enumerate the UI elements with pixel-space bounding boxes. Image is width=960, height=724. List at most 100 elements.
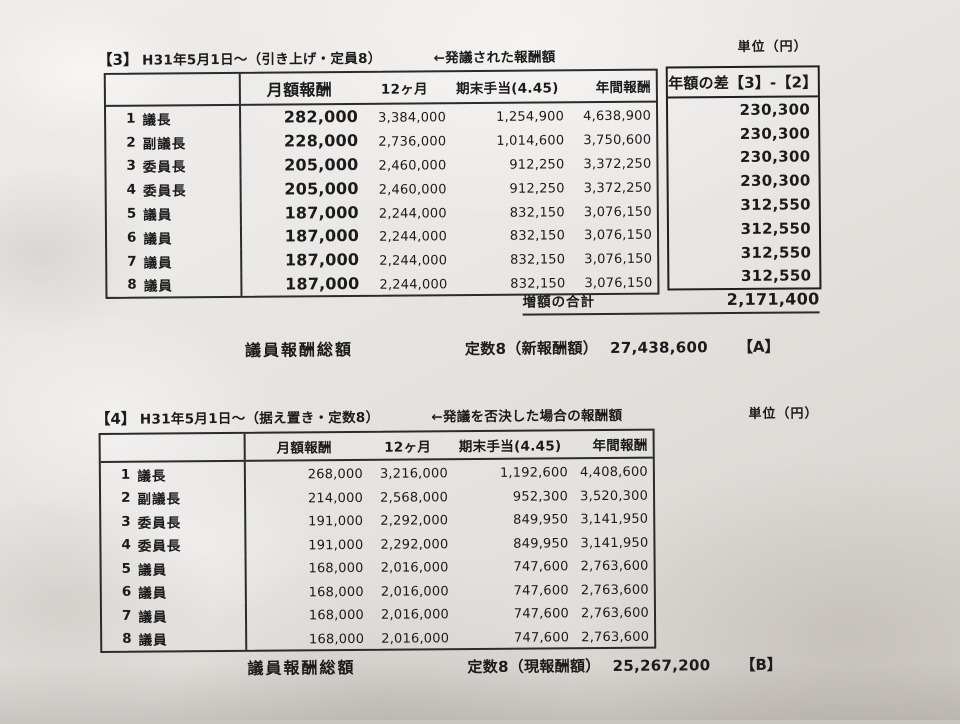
section3-period: H31年5月1日〜（引き上げ・定員8） bbox=[142, 50, 382, 69]
section4-col-bonus: 期末手当(4.45) bbox=[458, 438, 562, 456]
section4-total-tag: 【B】 bbox=[740, 655, 782, 674]
section3-header: 【3】 H31年5月1日〜（引き上げ・定員8） ←発議された報酬額 bbox=[98, 45, 556, 70]
section4-total-desc: 定数8（現報酬額） bbox=[467, 657, 601, 677]
section4-total-value: 25,267,200 bbox=[612, 656, 711, 675]
bonus-value: 912,250 bbox=[509, 181, 565, 197]
row-number: 4 bbox=[121, 536, 131, 554]
annual-value: 3,141,950 bbox=[580, 511, 649, 528]
row-role: 委員長 bbox=[143, 183, 187, 200]
twelve-month-value: 3,216,000 bbox=[379, 466, 448, 483]
twelve-month-value: 2,292,000 bbox=[380, 513, 449, 530]
row-role: 議員 bbox=[138, 585, 168, 602]
row-label-cell: 7 議員 bbox=[101, 602, 248, 628]
monthly-value: 187,000 bbox=[285, 273, 360, 294]
row-role: 議員 bbox=[143, 231, 173, 248]
section3-col-bonus: 期末手当(4.45) bbox=[455, 80, 559, 98]
twelve-month-value: 2,016,000 bbox=[380, 584, 449, 600]
row-number: 7 bbox=[127, 253, 137, 270]
section3-col-monthly: 月額報酬 bbox=[266, 80, 333, 100]
bonus-value: 1,254,900 bbox=[496, 109, 565, 126]
row-role: 議員 bbox=[138, 632, 168, 649]
bonus-value: 912,250 bbox=[509, 157, 565, 173]
annual-value: 4,638,900 bbox=[583, 109, 652, 125]
bonus-value: 832,150 bbox=[509, 252, 566, 268]
annual-diff-value: 312,550 bbox=[740, 243, 812, 262]
row-role: 議員 bbox=[143, 278, 173, 296]
bonus-value: 747,600 bbox=[513, 630, 570, 646]
section3-header-label-cell bbox=[105, 73, 241, 105]
row-number: 2 bbox=[126, 134, 136, 151]
annual-diff-value: 230,300 bbox=[739, 147, 811, 167]
bonus-value: 1,192,600 bbox=[499, 465, 568, 482]
monthly-value: 191,000 bbox=[308, 537, 364, 554]
section4-grand-total: 議員報酬総額 定数8（現報酬額） 25,267,200 【B】 bbox=[247, 651, 782, 679]
section3-col-annual: 年間報酬 bbox=[595, 79, 651, 97]
row-label-cell: 1 議長 bbox=[100, 461, 246, 487]
annual-diff-value: 312,550 bbox=[740, 266, 812, 286]
annual-value: 3,076,150 bbox=[583, 204, 652, 220]
row-number: 4 bbox=[126, 181, 137, 199]
section4-tag: 【4】 bbox=[95, 409, 136, 429]
row-role: 議員 bbox=[137, 562, 168, 579]
bonus-value: 832,150 bbox=[509, 228, 566, 245]
row-role: 議長 bbox=[142, 112, 172, 129]
annual-value: 2,763,600 bbox=[580, 582, 649, 598]
row-label-cell: 8 議員 bbox=[102, 626, 248, 651]
bonus-value: 849,950 bbox=[513, 512, 569, 528]
annual-value: 2,763,600 bbox=[580, 558, 649, 575]
twelve-month-value: 2,016,000 bbox=[381, 631, 450, 647]
table-row: 8 議員 168,000 2,016,000 747,600 2,763,600 bbox=[102, 623, 654, 651]
monthly-value: 205,000 bbox=[284, 178, 359, 199]
annual-value: 2,763,600 bbox=[580, 605, 650, 622]
monthly-value: 168,000 bbox=[308, 584, 364, 601]
annual-value: 3,372,250 bbox=[583, 180, 652, 196]
section4-period: H31年5月1日〜（据え置き・定数8） bbox=[139, 409, 380, 428]
section4-table-header-row: 月額報酬 12ヶ月 期末手当(4.45) 年間報酬 bbox=[100, 430, 653, 463]
row-number: 1 bbox=[126, 110, 136, 127]
twelve-month-value: 2,736,000 bbox=[378, 134, 447, 150]
annual-diff-value: 230,300 bbox=[739, 124, 811, 143]
twelve-month-value: 2,244,000 bbox=[379, 253, 448, 269]
section4-total-label: 議員報酬総額 bbox=[247, 657, 356, 678]
annual-diff-value: 312,550 bbox=[740, 195, 811, 215]
section4-col-twelve: 12ヶ月 bbox=[384, 439, 432, 456]
row-label-cell: 6 議員 bbox=[106, 224, 243, 250]
monthly-value: 187,000 bbox=[284, 226, 360, 246]
section3-unit-label: 単位（円） bbox=[737, 39, 808, 55]
row-label-cell: 3 委員長 bbox=[106, 153, 242, 179]
section4-col-monthly: 月額報酬 bbox=[276, 440, 332, 457]
annual-diff-body: 230,300 230,300 230,300 230,300 312,550 bbox=[668, 97, 819, 289]
monthly-value: 205,000 bbox=[284, 154, 359, 175]
increase-total-row: 増額の合計 2,171,400 bbox=[522, 288, 820, 316]
row-role: 委員長 bbox=[142, 159, 187, 177]
row-label-cell: 7 議員 bbox=[107, 248, 243, 274]
section4-unit-label: 単位（円） bbox=[748, 406, 819, 422]
section4-table: 月額報酬 12ヶ月 期末手当(4.45) 年間報酬 1 議長 268,000 3… bbox=[98, 428, 657, 653]
row-label-cell: 5 議員 bbox=[106, 201, 242, 226]
monthly-value: 168,000 bbox=[308, 561, 364, 577]
row-label-cell: 2 副議長 bbox=[100, 485, 247, 510]
section3-grand-total: 議員報酬総額 定数8（新報酬額） 27,438,600 【A】 bbox=[245, 333, 780, 361]
row-label-cell: 4 委員長 bbox=[106, 177, 242, 203]
section3-table: 月額報酬 12ヶ月 期末手当(4.45) 年間報酬 1 議長 282,000 3… bbox=[103, 68, 660, 300]
section3-total-value: 27,438,600 bbox=[609, 338, 709, 357]
twelve-month-value: 2,016,000 bbox=[380, 607, 450, 624]
monthly-value: 282,000 bbox=[283, 107, 359, 127]
section3-table-header-row: 月額報酬 12ヶ月 期末手当(4.45) 年間報酬 bbox=[105, 70, 656, 107]
twelve-month-value: 2,244,000 bbox=[378, 205, 447, 222]
row-role: 議員 bbox=[143, 207, 173, 224]
monthly-value: 187,000 bbox=[284, 250, 360, 270]
twelve-month-value: 2,568,000 bbox=[380, 490, 449, 506]
row-label-cell: 8 議員 bbox=[107, 272, 243, 298]
monthly-value: 228,000 bbox=[283, 131, 359, 151]
row-number: 5 bbox=[121, 560, 132, 577]
section3-total-tag: 【A】 bbox=[737, 337, 780, 356]
section3-total-label: 議員報酬総額 bbox=[244, 339, 354, 360]
annual-diff-value: 230,300 bbox=[740, 171, 811, 191]
annual-value: 3,520,300 bbox=[580, 488, 649, 504]
row-number: 5 bbox=[126, 205, 137, 222]
annual-value: 3,076,150 bbox=[584, 251, 653, 268]
row-label-cell: 5 議員 bbox=[101, 555, 247, 581]
bonus-value: 747,600 bbox=[513, 583, 569, 599]
